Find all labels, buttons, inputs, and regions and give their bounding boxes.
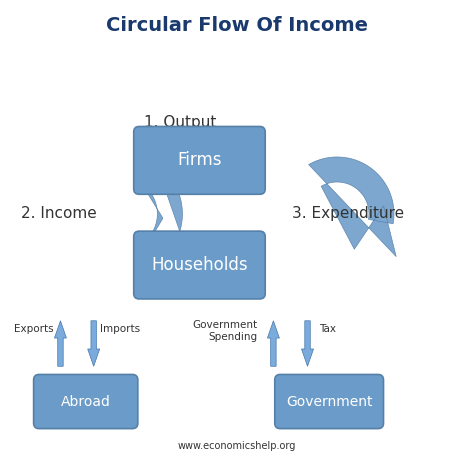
Polygon shape: [136, 163, 187, 264]
FancyArrow shape: [55, 321, 66, 366]
Text: Exports: Exports: [15, 324, 54, 334]
Text: Circular Flow Of Income: Circular Flow Of Income: [106, 16, 368, 35]
Text: Tax: Tax: [319, 324, 336, 334]
Text: 2. Income: 2. Income: [21, 207, 97, 221]
Text: Imports: Imports: [100, 324, 141, 334]
FancyArrow shape: [301, 321, 313, 366]
Text: Households: Households: [151, 256, 248, 274]
Text: 3. Expenditure: 3. Expenditure: [292, 207, 404, 221]
Text: Firms: Firms: [177, 152, 222, 169]
Text: Government: Government: [286, 394, 373, 409]
FancyBboxPatch shape: [34, 374, 138, 429]
FancyBboxPatch shape: [275, 374, 383, 429]
Text: 1. Output: 1. Output: [144, 116, 216, 130]
FancyBboxPatch shape: [134, 126, 265, 194]
Text: www.economicshelp.org: www.economicshelp.org: [178, 441, 296, 451]
FancyArrow shape: [267, 321, 279, 366]
Polygon shape: [309, 157, 396, 257]
Text: Abroad: Abroad: [61, 394, 110, 409]
FancyArrow shape: [88, 321, 100, 366]
FancyBboxPatch shape: [134, 231, 265, 299]
Text: Government
Spending: Government Spending: [192, 320, 257, 342]
